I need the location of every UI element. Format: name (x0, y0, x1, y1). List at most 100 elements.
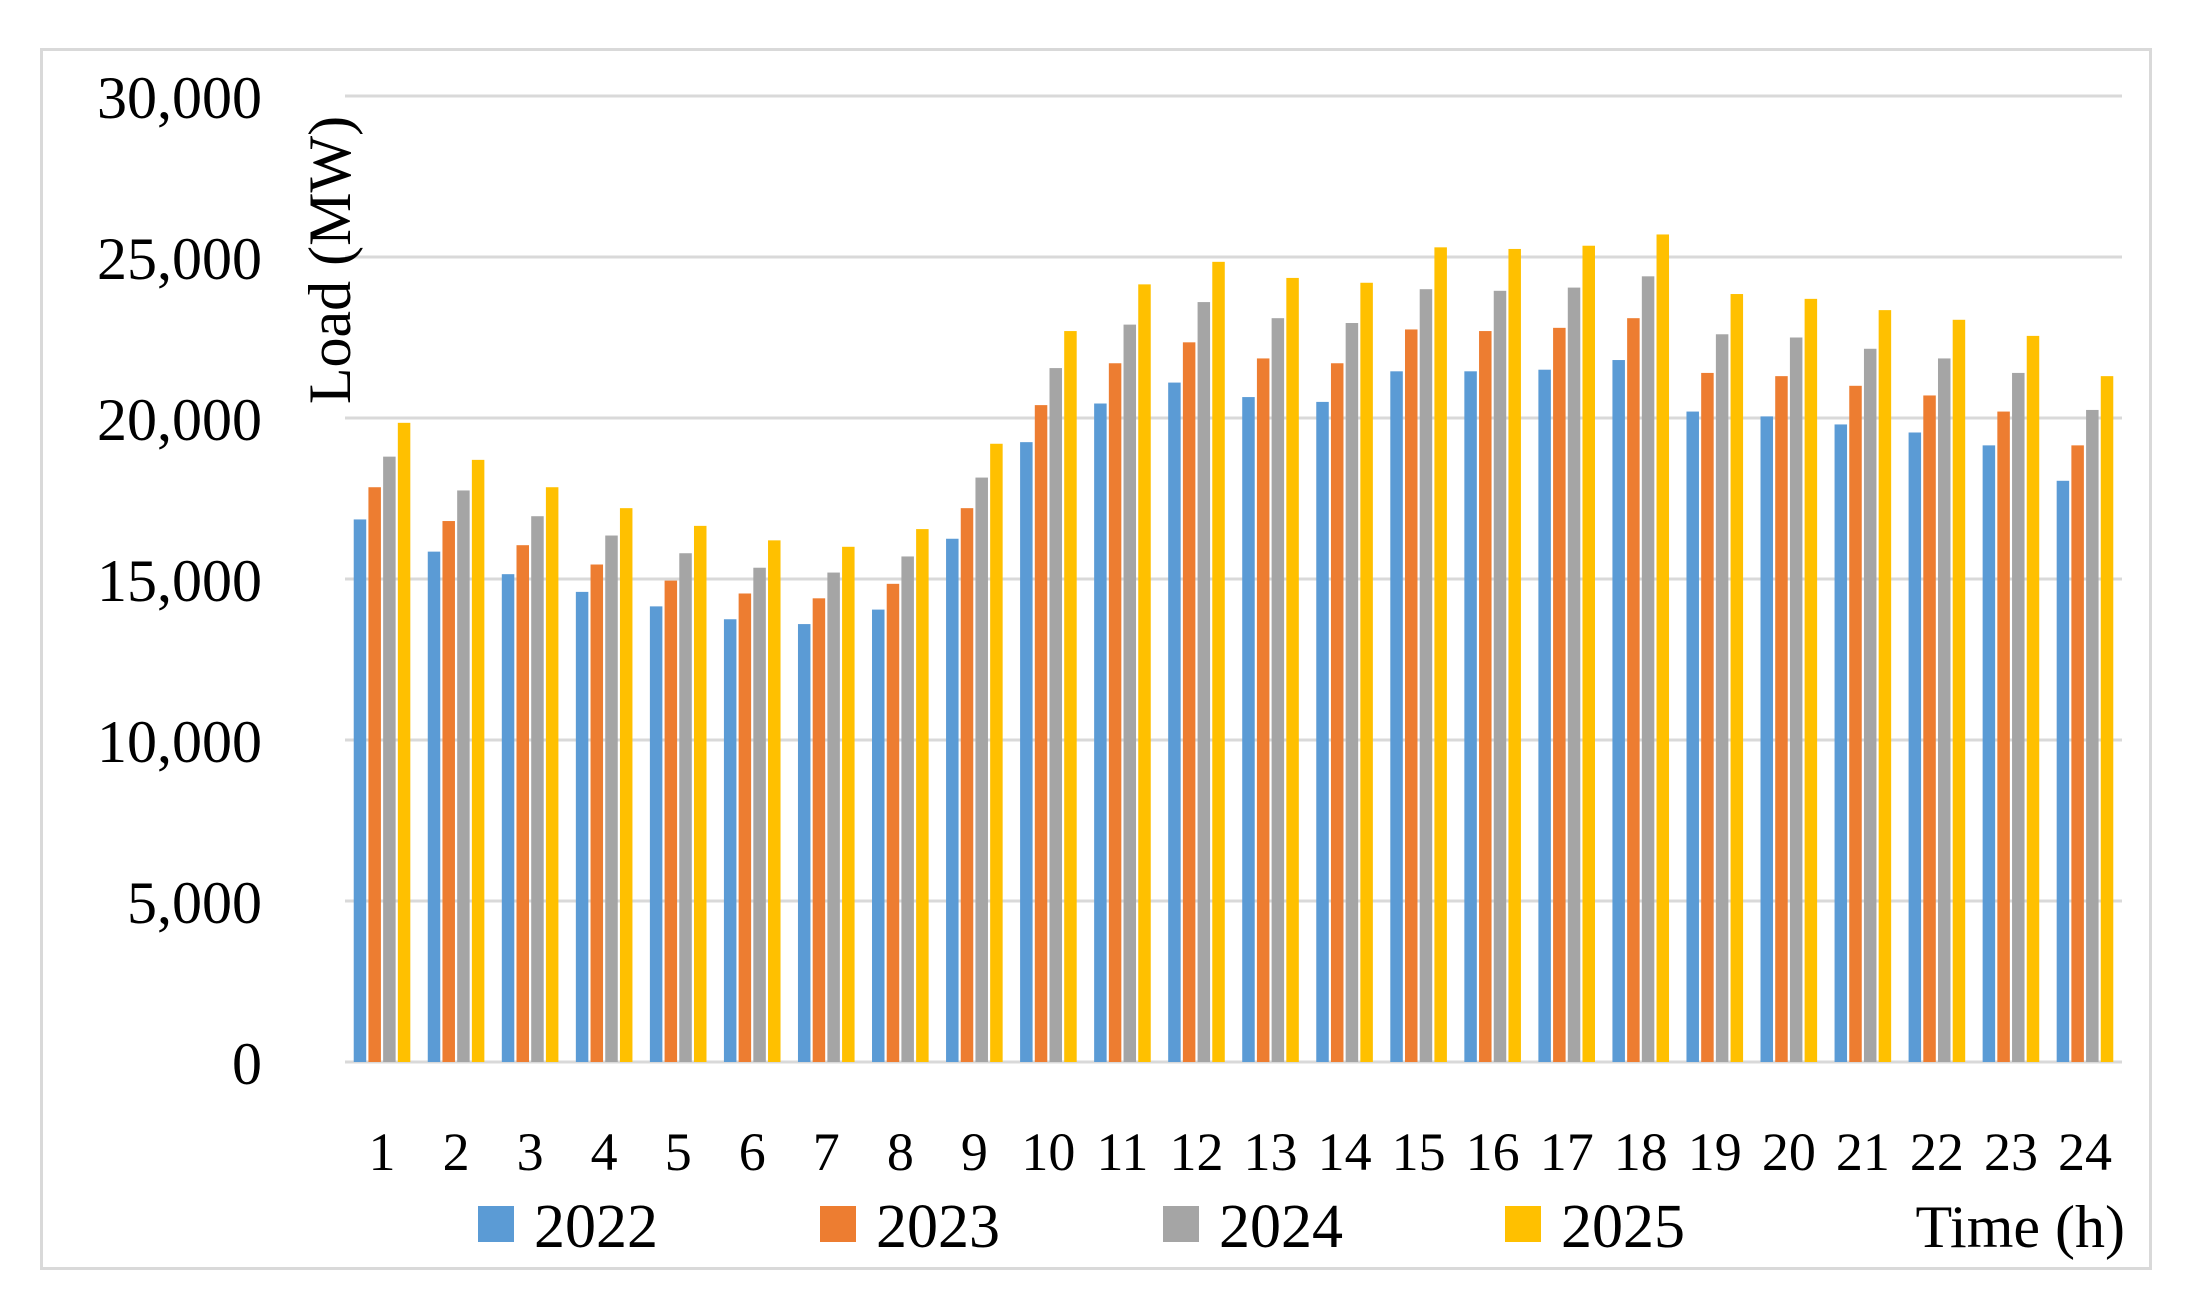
bar-2025-20 (1804, 298, 1818, 1062)
y-tick-label: 0 (232, 1031, 262, 1097)
bar-2022-19 (1686, 411, 1699, 1062)
bar-2023-5 (664, 580, 678, 1062)
x-tick-label: 24 (2058, 1122, 2112, 1182)
x-axis-label: Time (h) (1916, 1194, 2125, 1260)
bar-2025-12 (1212, 261, 1225, 1063)
bar-2023-22 (1923, 395, 1936, 1063)
x-tick-label: 20 (1762, 1122, 1816, 1182)
x-tick-label: 14 (1318, 1122, 1372, 1182)
y-tick-labels: 0 5,000 10,000 15,000 20,000 25,000 30,000 (97, 65, 262, 1097)
bar-2023-15 (1405, 329, 1418, 1062)
bar-2022-7 (797, 624, 811, 1062)
bar-2023-6 (738, 593, 752, 1062)
x-tick-label: 16 (1466, 1122, 1520, 1182)
x-tick-label: 15 (1392, 1122, 1446, 1182)
bar-2025-4 (619, 508, 633, 1062)
bar-2023-18 (1627, 318, 1640, 1062)
bar-2025-13 (1286, 277, 1299, 1062)
bar-2024-6 (753, 567, 766, 1062)
x-tick-label: 5 (665, 1122, 692, 1182)
bar-2024-1 (383, 456, 396, 1062)
legend-label-2022: 2022 (534, 1193, 658, 1261)
y-tick-label: 5,000 (127, 870, 262, 936)
legend-label-2024: 2024 (1219, 1193, 1343, 1261)
legend: 2022 2023 2024 2025 (478, 1193, 1685, 1261)
bar-2023-23 (1997, 411, 2010, 1062)
x-tick-label: 11 (1096, 1122, 1148, 1182)
bar-2025-17 (1582, 245, 1595, 1063)
bar-2022-14 (1316, 401, 1329, 1062)
x-tick-label: 9 (961, 1122, 988, 1182)
bars (353, 234, 2114, 1063)
bar-2023-17 (1553, 327, 1566, 1063)
x-tick-label: 6 (739, 1122, 766, 1182)
legend-swatch-2024 (1163, 1206, 1199, 1242)
bar-2024-14 (1345, 323, 1359, 1062)
x-tick-label: 19 (1688, 1122, 1742, 1182)
x-tick-label: 17 (1540, 1122, 1594, 1182)
bar-2023-3 (516, 545, 530, 1062)
x-tick-label: 10 (1021, 1122, 1075, 1182)
bar-2022-23 (1982, 445, 1996, 1062)
bar-2024-24 (2086, 409, 2099, 1062)
bar-2024-18 (1641, 276, 1655, 1062)
bar-2023-1 (368, 487, 381, 1063)
x-tick-label: 4 (591, 1122, 618, 1182)
x-tick-label: 1 (369, 1122, 396, 1182)
bar-2025-1 (397, 422, 411, 1063)
bar-2022-6 (723, 619, 737, 1062)
bar-2022-11 (1094, 403, 1107, 1062)
bar-2024-5 (679, 553, 692, 1062)
bar-2022-1 (353, 519, 367, 1062)
bar-2022-10 (1020, 442, 1033, 1062)
bar-2025-14 (1360, 282, 1373, 1062)
bar-2024-4 (605, 535, 618, 1062)
bar-2024-17 (1567, 287, 1581, 1063)
x-tick-label: 21 (1836, 1122, 1890, 1182)
bar-2024-3 (531, 516, 544, 1062)
bar-2023-2 (442, 521, 455, 1062)
bar-2024-8 (901, 556, 914, 1062)
bar-2024-11 (1123, 324, 1137, 1062)
bar-2022-4 (575, 591, 589, 1062)
bar-2025-19 (1730, 294, 1744, 1062)
bar-2022-5 (649, 606, 663, 1062)
bar-2025-21 (1878, 310, 1892, 1062)
bar-2023-11 (1108, 363, 1122, 1062)
bar-2024-9 (975, 477, 988, 1062)
legend-label-2023: 2023 (876, 1193, 1000, 1261)
legend-swatch-2023 (820, 1206, 856, 1242)
bar-2025-7 (842, 546, 855, 1062)
bar-2022-13 (1242, 397, 1255, 1062)
bar-2023-16 (1479, 331, 1492, 1062)
bar-2025-6 (768, 540, 781, 1062)
bar-2022-20 (1760, 416, 1774, 1062)
bar-2025-23 (2026, 335, 2040, 1062)
bar-2025-24 (2100, 376, 2114, 1062)
bar-2025-10 (1064, 331, 1077, 1062)
x-tick-label: 3 (517, 1122, 544, 1182)
bar-2022-22 (1908, 432, 1922, 1062)
x-tick-label: 8 (887, 1122, 914, 1182)
bar-2022-17 (1538, 369, 1551, 1062)
y-axis-label: Load (MW) (297, 116, 363, 404)
y-tick-label: 15,000 (97, 548, 262, 614)
x-tick-label: 7 (813, 1122, 840, 1182)
bar-2022-12 (1168, 382, 1181, 1063)
bar-2023-19 (1701, 372, 1714, 1062)
legend-label-2025: 2025 (1561, 1193, 1685, 1261)
bar-2024-22 (1937, 358, 1951, 1062)
bar-2022-15 (1390, 371, 1403, 1062)
bar-2025-3 (545, 487, 559, 1063)
bar-2024-2 (457, 490, 470, 1062)
legend-swatch-2022 (478, 1206, 514, 1242)
bar-2023-8 (886, 583, 900, 1062)
bar-2025-22 (1952, 319, 1966, 1062)
bar-2025-2 (471, 459, 485, 1062)
bar-2024-20 (1789, 337, 1803, 1062)
bar-2022-3 (501, 574, 515, 1062)
legend-swatch-2025 (1505, 1206, 1541, 1242)
x-tick-label: 23 (1984, 1122, 2038, 1182)
bar-2024-15 (1419, 289, 1433, 1062)
bar-2025-8 (916, 529, 929, 1062)
